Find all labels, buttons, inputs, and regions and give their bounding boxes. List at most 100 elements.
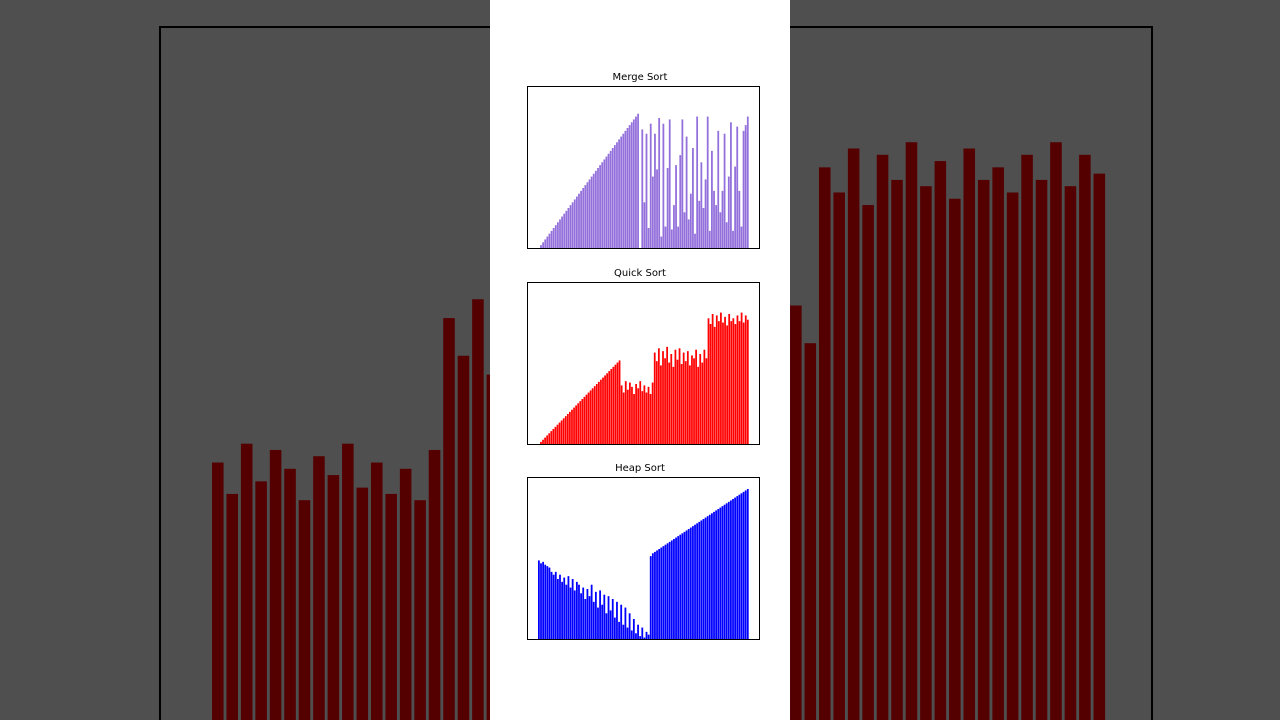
background-bar bbox=[1021, 154, 1033, 720]
bar bbox=[649, 394, 652, 444]
bar bbox=[744, 315, 747, 444]
bar bbox=[616, 142, 618, 248]
bar bbox=[647, 386, 650, 444]
bar bbox=[550, 571, 553, 639]
bar bbox=[711, 150, 713, 248]
bar bbox=[725, 222, 728, 248]
bar bbox=[554, 225, 557, 248]
bar bbox=[585, 394, 588, 444]
bar bbox=[657, 348, 660, 444]
bar bbox=[635, 116, 637, 248]
bar bbox=[620, 385, 623, 444]
bar bbox=[573, 407, 575, 444]
bar bbox=[592, 173, 595, 248]
background-bar bbox=[255, 481, 267, 720]
background-bar bbox=[370, 462, 383, 720]
bar bbox=[670, 540, 673, 639]
bar bbox=[548, 433, 551, 444]
bar bbox=[730, 122, 732, 248]
bar bbox=[599, 165, 601, 248]
bar bbox=[697, 366, 700, 444]
bar bbox=[687, 529, 690, 639]
bar bbox=[586, 182, 589, 248]
bar bbox=[562, 418, 565, 444]
bar bbox=[645, 631, 648, 639]
bar bbox=[678, 348, 681, 444]
bar bbox=[730, 321, 733, 444]
bar bbox=[689, 527, 692, 639]
bar bbox=[649, 123, 652, 248]
bar bbox=[701, 362, 704, 444]
bar bbox=[651, 382, 654, 444]
bar bbox=[563, 577, 566, 639]
bar bbox=[696, 523, 699, 639]
bar bbox=[662, 351, 664, 444]
background-bar bbox=[1064, 186, 1077, 720]
bar bbox=[713, 190, 715, 248]
bar bbox=[616, 362, 619, 444]
bar bbox=[622, 392, 625, 444]
background-bar bbox=[414, 500, 426, 720]
bar bbox=[740, 226, 743, 248]
bar bbox=[626, 389, 629, 444]
bar bbox=[641, 627, 644, 639]
bar bbox=[726, 325, 729, 444]
bar bbox=[656, 169, 658, 248]
bar bbox=[643, 637, 646, 639]
bar bbox=[673, 539, 675, 639]
background-bar bbox=[269, 449, 282, 720]
background-bar bbox=[977, 179, 990, 720]
background-bar bbox=[862, 205, 874, 720]
bar bbox=[742, 491, 745, 639]
bar bbox=[664, 226, 667, 248]
bar bbox=[542, 439, 544, 444]
bar bbox=[719, 507, 722, 639]
background-bar bbox=[1079, 154, 1091, 720]
bar bbox=[597, 381, 600, 444]
bar bbox=[654, 133, 656, 248]
bar bbox=[668, 119, 671, 249]
bar bbox=[742, 322, 745, 444]
background-bar bbox=[385, 493, 397, 720]
bar bbox=[600, 379, 602, 444]
bar bbox=[633, 394, 635, 444]
bar bbox=[630, 630, 633, 639]
bar bbox=[605, 156, 608, 248]
bar bbox=[717, 321, 720, 444]
bar bbox=[717, 130, 720, 248]
bar bbox=[738, 494, 741, 639]
background-bar bbox=[949, 198, 961, 720]
bar bbox=[601, 604, 604, 639]
background-bar bbox=[818, 167, 831, 720]
bar bbox=[734, 324, 737, 444]
bar bbox=[702, 519, 705, 639]
bar bbox=[670, 229, 673, 248]
bar bbox=[685, 136, 688, 248]
bar bbox=[578, 193, 580, 248]
bar bbox=[629, 382, 631, 444]
bar bbox=[679, 155, 682, 248]
bar bbox=[630, 122, 633, 248]
bar bbox=[655, 361, 658, 444]
bar bbox=[624, 130, 627, 248]
bar bbox=[564, 416, 567, 444]
bar bbox=[668, 541, 671, 639]
bar bbox=[573, 199, 576, 248]
bar bbox=[692, 148, 694, 248]
bar bbox=[611, 148, 614, 248]
bar bbox=[651, 176, 654, 248]
bar bbox=[660, 365, 662, 444]
bar bbox=[544, 437, 546, 444]
bar bbox=[677, 536, 680, 639]
bar bbox=[595, 384, 598, 444]
bar bbox=[616, 601, 618, 639]
bar bbox=[744, 125, 747, 248]
bar bbox=[577, 403, 580, 444]
bar bbox=[723, 133, 726, 248]
bar bbox=[580, 593, 582, 639]
bar bbox=[674, 349, 677, 444]
bar bbox=[660, 236, 663, 248]
bar bbox=[620, 604, 623, 639]
bar bbox=[550, 431, 553, 444]
bar bbox=[698, 200, 701, 248]
